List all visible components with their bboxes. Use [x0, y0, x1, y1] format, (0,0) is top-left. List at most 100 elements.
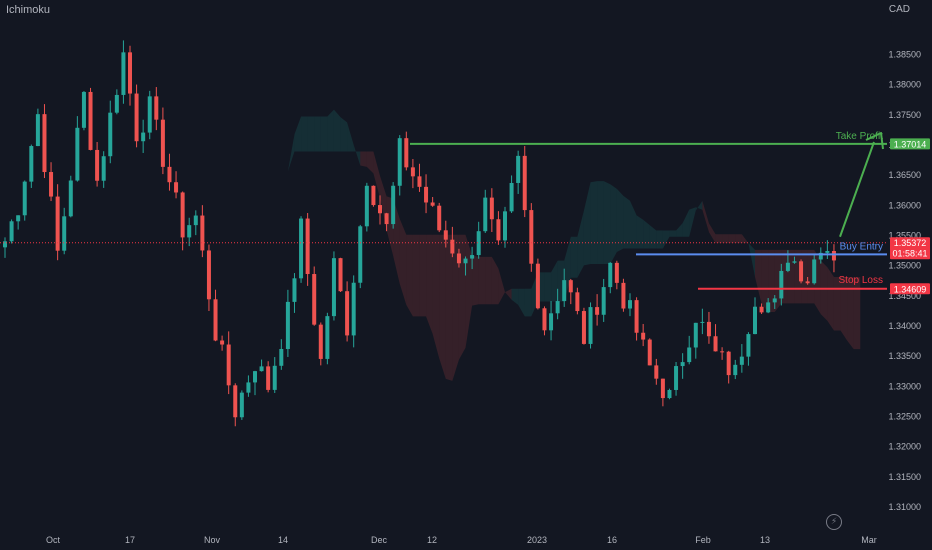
candle-body	[549, 313, 554, 331]
stop-loss-tag-label: 1.34609	[894, 284, 927, 294]
candles	[3, 40, 836, 427]
cloud-segment	[333, 109, 341, 152]
candle-body	[581, 311, 586, 344]
candle-body	[16, 215, 21, 222]
cloud-segment	[452, 234, 459, 381]
cloud-segment	[366, 151, 374, 174]
y-tick-label: 1.36500	[888, 170, 921, 180]
cloud-segment	[478, 256, 486, 305]
cloud-segment	[511, 288, 519, 305]
candle-body	[805, 281, 810, 284]
cloud-segment	[248, 171, 255, 183]
candle-body	[601, 287, 606, 315]
candle-body	[608, 262, 613, 288]
x-tick-label: 17	[125, 535, 135, 545]
candle-body	[522, 155, 527, 211]
candle-body	[621, 282, 626, 309]
candle-body	[81, 91, 86, 128]
y-tick-label: 1.36000	[888, 200, 921, 210]
candle-body	[733, 364, 738, 376]
candle-body	[456, 253, 461, 264]
candle-body	[443, 230, 448, 240]
candle-body	[785, 262, 790, 271]
candle-body	[430, 202, 435, 206]
candle-body	[417, 176, 422, 187]
candle-body	[160, 119, 165, 167]
candle-body	[470, 255, 475, 259]
candle-body	[174, 182, 179, 193]
candle-body	[180, 192, 185, 238]
cloud-segment	[682, 209, 690, 237]
candle-body	[410, 167, 415, 177]
cloud-segment	[485, 256, 492, 305]
candle-body	[687, 347, 692, 363]
cloud-segment	[656, 230, 663, 249]
candle-body	[299, 218, 304, 279]
candle-body	[371, 185, 376, 206]
cloud-segment	[630, 200, 637, 249]
candle-body	[272, 365, 277, 390]
candle-body	[450, 239, 455, 254]
cloud-segment	[840, 276, 848, 341]
cloud-segment	[399, 218, 407, 305]
cloud-segment	[426, 234, 433, 334]
candle-body	[437, 205, 442, 231]
candle-body	[476, 231, 481, 256]
cloud-segment	[419, 234, 427, 317]
candle-body	[568, 280, 573, 293]
candle-body	[674, 366, 679, 390]
candle-body	[292, 278, 297, 302]
ichimoku-cloud	[176, 109, 861, 381]
candle-body	[660, 378, 665, 399]
countdown-label: 01:58:41	[892, 249, 927, 259]
cloud-segment	[583, 182, 591, 266]
indicator-label[interactable]: Ichimoku	[6, 4, 51, 16]
cloud-segment	[689, 207, 696, 237]
cloud-segment	[314, 116, 321, 152]
candle-body	[101, 156, 106, 181]
cloud-segment	[761, 249, 769, 313]
candle-body	[654, 365, 659, 379]
candle-body	[726, 351, 731, 376]
candle-body	[489, 197, 494, 220]
candle-body	[29, 146, 34, 182]
y-tick-label: 1.32500	[888, 412, 921, 422]
candle-body	[364, 185, 369, 227]
candle-body	[318, 324, 323, 359]
cloud-segment	[222, 177, 229, 183]
cloud-segment	[432, 234, 440, 359]
x-tick-label: 2023	[527, 535, 547, 545]
cloud-segment	[636, 215, 644, 249]
candle-body	[108, 112, 113, 157]
cloud-segment	[662, 230, 670, 249]
candle-body	[226, 344, 231, 386]
candle-body	[312, 274, 317, 325]
candle-body	[253, 371, 257, 383]
cloud-segment	[722, 234, 729, 244]
cloud-segment	[439, 234, 446, 379]
candle-body	[720, 351, 725, 353]
candle-body	[595, 307, 600, 315]
candle-body	[739, 356, 744, 365]
y-tick-label: 1.38500	[888, 49, 921, 59]
cloud-segment	[735, 234, 742, 244]
candle-body	[3, 241, 7, 248]
candle-body	[88, 91, 93, 150]
x-tick-label: Dec	[371, 535, 388, 545]
cloud-segment	[353, 144, 361, 166]
current-price-tag	[890, 237, 930, 260]
candle-body	[759, 306, 764, 313]
cloud-segment	[853, 276, 861, 350]
x-tick-label: 16	[607, 535, 617, 545]
candle-body	[358, 226, 363, 283]
cloud-segment	[340, 117, 348, 152]
cloud-segment	[472, 255, 479, 306]
cloud-segment	[833, 276, 841, 331]
x-axis: Oct 17 Nov 14 Dec 12 2023 16 Feb 13 Mar	[46, 535, 877, 545]
candle-body	[424, 186, 429, 203]
candle-body	[266, 366, 271, 390]
candle-body	[351, 282, 356, 336]
candle-body	[397, 138, 402, 186]
cloud-segment	[820, 260, 828, 321]
